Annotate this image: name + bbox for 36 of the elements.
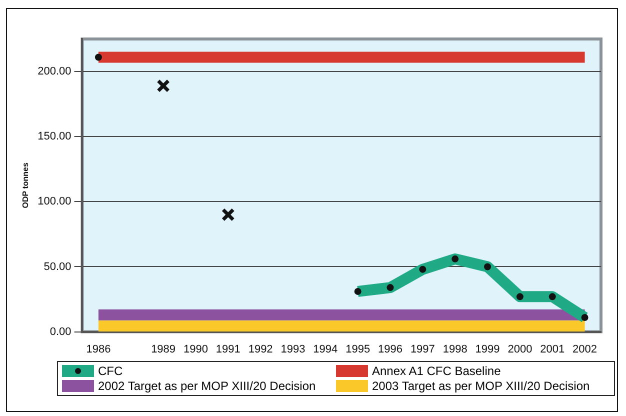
point [419,266,426,273]
x-tick-label: 1992 [248,343,273,356]
x-tick-label: 2002 [572,343,598,356]
point [354,288,362,295]
point [452,255,459,262]
point [94,54,102,61]
x-tick-label: 1993 [280,343,306,356]
x-tick-label: 1991 [216,343,240,356]
x-tick-label: 1994 [313,343,338,356]
x-tick-label: 2001 [540,343,565,356]
point [548,293,556,300]
legend-label: 2002 Target as per MOP XIII/20 Decision [98,379,316,393]
x-tick-label: 1986 [86,343,111,356]
point [386,284,394,292]
x-tick-label: 1996 [378,343,402,356]
x-tick-label: 2000 [508,343,532,356]
y-tick-label: 150.00 [38,130,72,143]
x-tick-label: 1989 [151,343,176,356]
legend-label: Annex A1 CFC Baseline [372,364,501,378]
x-tick-label: 1997 [410,343,435,356]
y-tick-label: 0.00 [50,326,72,338]
point [484,263,492,270]
y-tick-label: 200.00 [38,66,72,78]
x-tick-label: 1995 [346,343,370,356]
x-tick-label: 1999 [475,343,500,356]
point [221,208,235,222]
point [516,293,524,300]
y-tick-label: 100.00 [38,196,72,208]
x-tick-label: 1990 [183,343,208,356]
point [156,79,170,93]
x-tick-label: 1998 [442,343,468,356]
legend-label: CFC [98,364,123,378]
y-axis-title: ODP tonnes [21,162,30,208]
y-tick-label: 50.00 [44,260,72,273]
legend-label: 2003 Target as per MOP XIII/20 Decision [372,379,590,393]
point [581,314,588,321]
